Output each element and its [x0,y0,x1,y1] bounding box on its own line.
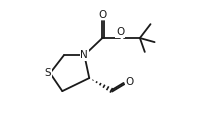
Text: O: O [126,77,134,87]
Text: N: N [80,50,88,60]
Text: O: O [116,27,124,37]
Text: O: O [98,10,106,20]
Text: S: S [45,68,51,78]
